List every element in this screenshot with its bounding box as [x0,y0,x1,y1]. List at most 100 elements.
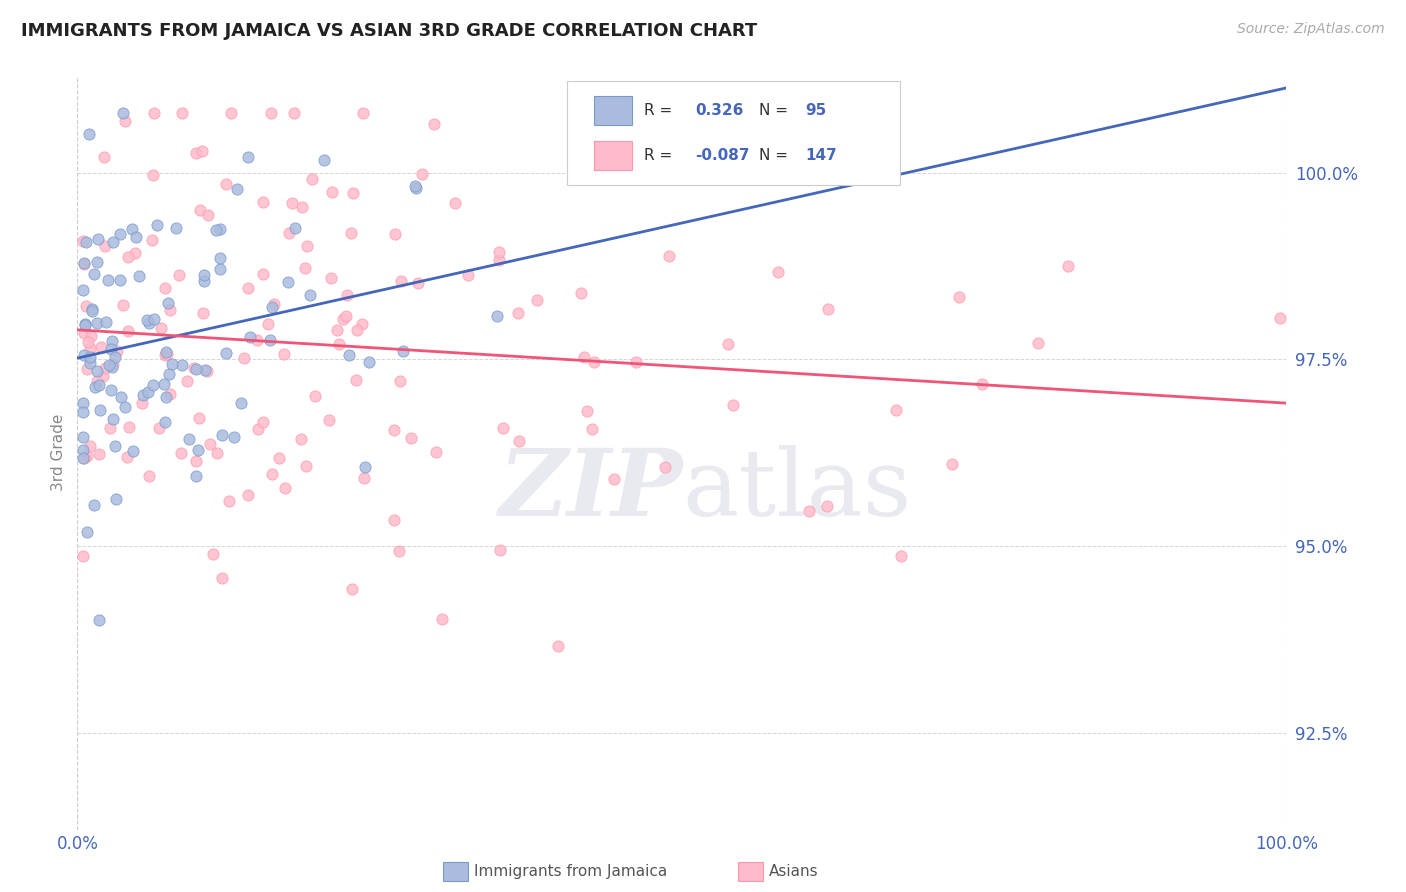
Point [188,202,211,217]
Point [93,239,115,253]
Point [1026,336,1049,351]
Point [128,268,150,283]
Point [337,348,360,362]
Point [153,377,176,392]
Point [197,209,219,223]
Point [443,195,465,210]
Point [87,378,110,392]
Point [226,182,249,196]
Point [122,444,145,458]
Point [107,344,129,359]
Point [87,232,110,246]
Point [229,396,252,410]
Point [658,249,681,263]
Point [72,549,94,564]
Point [352,317,374,331]
Point [115,450,138,464]
Point [208,222,231,236]
Point [238,488,260,502]
Point [73,256,96,270]
Point [318,413,340,427]
Point [335,310,357,324]
Point [336,287,359,301]
Point [87,613,110,627]
Point [100,383,122,397]
Text: 0.326: 0.326 [695,103,744,119]
Point [388,544,411,558]
Point [198,437,221,451]
Point [167,268,190,282]
Point [111,298,134,312]
Point [142,311,165,326]
Point [352,106,374,120]
Point [624,355,647,369]
Point [138,468,160,483]
Point [114,114,136,128]
Point [104,350,127,364]
Point [717,337,740,351]
Point [259,106,281,120]
Point [346,323,368,337]
Point [72,395,94,409]
Point [252,195,274,210]
Point [75,235,97,249]
Point [184,146,207,161]
Point [80,301,103,316]
Point [76,524,98,539]
FancyBboxPatch shape [593,96,633,125]
Point [799,504,821,518]
Point [93,360,115,375]
Point [209,261,232,276]
Point [148,421,170,435]
Point [103,235,125,250]
Point [273,347,295,361]
Point [526,293,548,307]
Point [86,364,108,378]
Point [183,361,205,376]
Point [392,344,415,359]
Point [101,334,124,348]
Point [176,374,198,388]
Point [108,273,131,287]
Point [492,421,515,435]
Point [125,229,148,244]
Point [344,373,367,387]
Point [89,402,111,417]
Point [86,254,108,268]
Point [76,450,98,464]
Point [194,363,217,377]
Point [142,106,165,120]
Point [382,513,405,527]
Point [124,246,146,260]
Point [157,368,180,382]
Point [332,312,354,326]
Point [117,324,139,338]
Point [110,227,132,241]
Text: N =: N = [759,103,793,119]
Point [87,447,110,461]
Point [83,267,105,281]
Point [411,167,433,181]
Point [432,612,454,626]
Point [93,369,115,384]
Point [488,245,510,260]
Point [150,320,173,334]
Point [101,359,124,374]
Point [884,403,907,417]
Point [239,329,262,343]
Point [177,432,200,446]
Point [295,459,318,474]
Point [425,445,447,459]
Point [408,276,430,290]
Point [321,270,343,285]
Point [156,347,179,361]
Point [117,250,139,264]
Point [156,296,179,310]
Point [508,434,530,448]
Point [941,457,963,471]
Point [155,415,177,429]
Y-axis label: 3rd Grade: 3rd Grade [51,414,66,491]
Point [603,472,626,486]
Point [312,153,335,168]
Text: Asians: Asians [769,864,818,879]
